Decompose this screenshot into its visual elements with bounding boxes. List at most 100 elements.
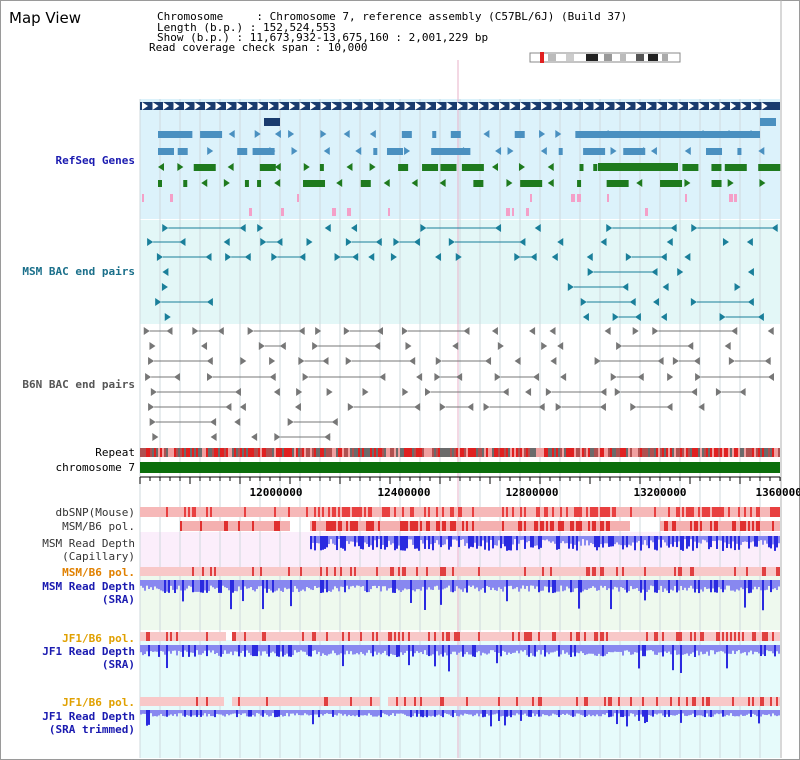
msm-pol2-strip — [422, 567, 424, 576]
repeat-block — [482, 448, 484, 457]
msm-pol-strip — [706, 521, 708, 531]
jf1-depth-trim-bar — [586, 710, 588, 717]
repeat-block — [504, 448, 506, 457]
msm-depth-sra-bar — [754, 580, 756, 587]
repeat-block — [274, 448, 276, 457]
jf1-pol-strip — [300, 632, 302, 641]
jf1-pol-strip — [170, 632, 172, 641]
dbsnp-strip — [442, 507, 444, 517]
msm-bac-end — [747, 268, 754, 276]
jf1-depth-trim-bar — [516, 710, 518, 714]
msm-depth-cap-bar — [462, 536, 464, 540]
ruler-tick-label: 13200000 — [634, 486, 687, 499]
dbsnp-strip — [644, 507, 646, 517]
jf1-pol2-strip — [714, 697, 716, 706]
jf1-pol2-strip — [656, 697, 658, 706]
msm-depth-sra-bar — [416, 580, 418, 590]
msm-depth-sra-bar — [348, 580, 350, 590]
msm-depth-cap-bar — [394, 536, 396, 551]
msm-pol-strip — [548, 521, 550, 531]
jf1-pol2-strip — [740, 697, 742, 706]
dbsnp-strip — [552, 507, 554, 517]
jf1-pol-strip — [732, 632, 734, 641]
msm-depth-sra-bar — [216, 580, 218, 588]
refseq-gene-exon — [606, 180, 629, 187]
msm-depth-cap-bar — [456, 536, 458, 541]
msm-pol2-strip — [474, 567, 476, 576]
b6n-bac-end — [347, 403, 354, 411]
jf1-depth-trim-bar — [582, 710, 584, 716]
jf1-pol-strip — [182, 632, 184, 641]
msm-pol-strip — [372, 521, 374, 531]
dbsnp-strip — [392, 507, 394, 517]
msm-depth-cap-bar — [506, 536, 508, 551]
gene-direction-marker — [467, 102, 474, 110]
jf1-depth-sra-bar — [732, 645, 734, 651]
dbsnp-strip — [330, 507, 332, 517]
jf1-pol2-strip — [710, 697, 712, 706]
refseq-gene — [264, 118, 280, 126]
jf1-pol-strip — [434, 632, 436, 641]
dbsnp-strip — [576, 507, 578, 517]
jf1-pol2-strip — [744, 697, 746, 706]
jf1-pol-strip — [500, 632, 502, 641]
msm-depth-sra-bar — [682, 580, 684, 591]
jf1-pol2-strip — [598, 697, 600, 706]
repeat-block — [148, 448, 150, 457]
msm-depth-sra-bar — [656, 580, 658, 593]
msm-depth-sra-bar — [526, 580, 528, 587]
dbsnp-strip — [608, 507, 610, 517]
gene-direction-marker — [268, 102, 274, 110]
msm-depth-sra-bar — [404, 580, 406, 589]
msm-pol-strip — [760, 521, 762, 531]
msm-depth-sra-bar — [688, 580, 690, 588]
b6n-bac-end — [550, 357, 557, 365]
jf1-depth-trim-bar — [688, 710, 690, 716]
jf1-pol2-strip — [724, 697, 726, 706]
jf1-pol-strip — [262, 632, 264, 641]
msm-pol2-strip — [554, 567, 556, 576]
jf1-depth-sra-bar — [386, 645, 388, 656]
jf1-pol2-strip — [706, 697, 708, 706]
repeat-block — [498, 448, 500, 457]
repeat-block — [726, 448, 728, 457]
refseq-gene-strand — [638, 147, 645, 155]
refseq-gene-exon — [660, 180, 683, 187]
dbsnp-strip — [284, 507, 286, 517]
msm-pol2-strip — [558, 567, 560, 576]
gene-direction-marker — [719, 102, 726, 110]
jf1-pol-strip — [298, 632, 300, 641]
dbsnp-strip — [404, 507, 406, 517]
jf1-pol2-strip — [152, 697, 154, 706]
dbsnp-strip — [740, 507, 742, 517]
msm-depth-cap-bar — [326, 536, 328, 548]
msm-pol-strip — [436, 521, 438, 531]
refseq-gene-strand — [346, 163, 353, 171]
msm-depth-cap-bar — [558, 536, 560, 550]
jf1-depth-sra-bar — [610, 645, 612, 653]
jf1-pol2-strip — [246, 697, 248, 706]
repeat-block — [542, 448, 544, 457]
msm-depth-sra-bar — [240, 580, 242, 590]
msm-depth-cap-bar — [598, 536, 600, 548]
msm-depth-sra-bar — [380, 580, 382, 592]
dbsnp-strip — [364, 507, 366, 517]
refseq-gene-exon — [461, 164, 484, 171]
msm-depth-sra-bar — [432, 580, 434, 590]
msm-bac-end — [653, 298, 660, 306]
msm-pol2-strip — [498, 567, 500, 576]
msm-pol2-strip — [342, 567, 344, 576]
jf1-pol-strip — [600, 632, 602, 641]
jf1-depth-sra-bar — [500, 645, 502, 657]
jf1-depth-sra-bar — [698, 645, 700, 656]
jf1-depth-sra-bar — [726, 645, 728, 669]
label-chromosome: chromosome 7 — [55, 461, 135, 474]
dbsnp-strip — [210, 507, 212, 517]
jf1-depth-trim-bar — [340, 710, 342, 714]
repeat-block — [368, 448, 370, 457]
jf1-depth-trim-bar — [300, 710, 302, 716]
msm-bac-end — [606, 224, 613, 232]
dbsnp-strip — [558, 507, 560, 517]
refseq-pink-feature — [512, 208, 514, 216]
